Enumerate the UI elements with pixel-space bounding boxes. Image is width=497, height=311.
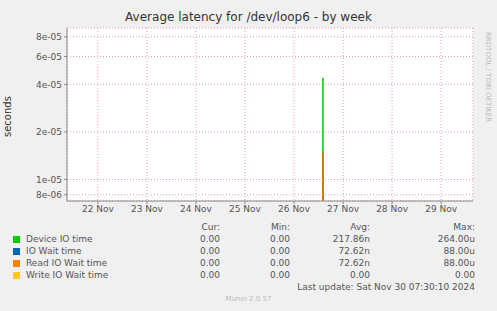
html-text:Read IO Wait time: Read IO Wait time	[26, 258, 108, 268]
html-text:0.00: 0.00	[350, 270, 370, 280]
html-text:Device IO time: Device IO time	[26, 234, 93, 244]
html-text:0.00: 0.00	[200, 246, 220, 256]
html-text:72.62n: 72.62n	[338, 258, 370, 268]
svg-text:2e-05: 2e-05	[36, 127, 62, 137]
html-text:0.00: 0.00	[270, 234, 290, 244]
html-text:264.00u: 264.00u	[437, 234, 475, 244]
svg-text:4e-05: 4e-05	[36, 80, 62, 90]
html-text:IO Wait time: IO Wait time	[26, 246, 82, 256]
html-text:0.00: 0.00	[270, 258, 290, 268]
svg-text:23 Nov: 23 Nov	[131, 204, 164, 214]
svg-text:24 Nov: 24 Nov	[180, 204, 213, 214]
html-text:88.00u: 88.00u	[443, 258, 475, 268]
svg-text:28 Nov: 28 Nov	[376, 204, 409, 214]
html-text:Min:: Min:	[271, 222, 290, 232]
html-text:0.00: 0.00	[200, 270, 220, 280]
html-text:Average latency for /dev/loop6: Average latency for /dev/loop6 - by week	[125, 10, 372, 24]
html-text:Munin 2.0.57: Munin 2.0.57	[225, 295, 272, 303]
svg-text:6e-05: 6e-05	[36, 52, 62, 62]
html-text:0.00: 0.00	[455, 270, 475, 280]
html-text:72.62n: 72.62n	[338, 246, 370, 256]
svg-text:8e-06: 8e-06	[36, 190, 62, 200]
html-text:217.86n: 217.86n	[332, 234, 370, 244]
svg-text:22 Nov: 22 Nov	[82, 204, 115, 214]
svg-text:26 Nov: 26 Nov	[278, 204, 311, 214]
svg-text:1e-05: 1e-05	[36, 175, 62, 185]
html-text:0.00: 0.00	[270, 246, 290, 256]
html-text:0.00: 0.00	[200, 234, 220, 244]
svg-text:29 Nov: 29 Nov	[425, 204, 458, 214]
svg-text:27 Nov: 27 Nov	[327, 204, 360, 214]
html-text:Write IO Wait time: Write IO Wait time	[26, 270, 109, 280]
svg-text:8e-05: 8e-05	[36, 32, 62, 42]
html-text:RRDTOOL / TOBI OETIKER: RRDTOOL / TOBI OETIKER	[484, 32, 492, 123]
html-text:Cur:: Cur:	[201, 222, 220, 232]
svg-text:25 Nov: 25 Nov	[229, 204, 262, 214]
html-text:Avg:: Avg:	[350, 222, 370, 232]
html-text:88.00u: 88.00u	[443, 246, 475, 256]
html-text:Max:: Max:	[453, 222, 475, 232]
html-text:0.00: 0.00	[270, 270, 290, 280]
html-text:seconds: seconds	[2, 96, 13, 137]
html-text:0.00: 0.00	[200, 258, 220, 268]
html-text:Last update: Sat Nov 30 07:30:: Last update: Sat Nov 30 07:30:10 2024	[297, 282, 475, 292]
